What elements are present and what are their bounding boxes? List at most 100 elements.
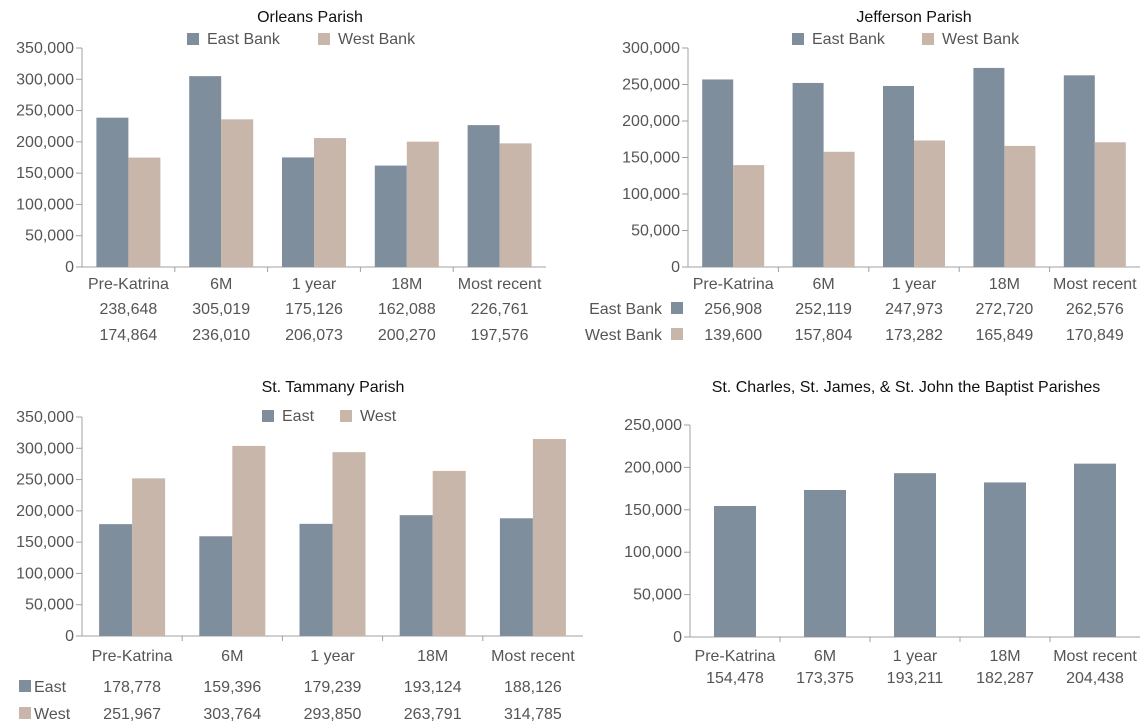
- bar-series-1: [99, 524, 133, 636]
- y-tick-label: 0: [65, 628, 74, 645]
- table-cell: 165,849: [975, 327, 1033, 344]
- table-cell: 175,126: [285, 301, 343, 318]
- table-legend-swatch: [671, 302, 683, 314]
- y-tick-label: 300,000: [16, 440, 74, 457]
- table-cell: 251,967: [103, 706, 161, 723]
- legend-label: West: [360, 408, 397, 425]
- table-row-label: West Bank: [585, 327, 663, 344]
- y-tick-label: 50,000: [633, 587, 682, 604]
- table-cell: 206,073: [285, 327, 343, 344]
- y-tick-label: 300,000: [16, 71, 74, 88]
- bar-series-1: [973, 67, 1005, 267]
- bar-series-2: [314, 138, 346, 267]
- legend-label: West Bank: [338, 31, 416, 48]
- bar-series-1: [282, 157, 314, 267]
- chart-3: St. Tammany Parish East West 0 50,000 100,000…: [16, 379, 583, 723]
- x-tick-label: 6M: [814, 648, 836, 665]
- table-cell: 173,375: [796, 670, 854, 687]
- x-tick-label: 1 year: [310, 648, 355, 665]
- bar-series-2: [499, 143, 532, 267]
- y-tick-label: 350,000: [16, 409, 74, 426]
- y-tick-label: 0: [671, 259, 680, 276]
- chart-1: Orleans Parish East Bank West Bank 0 50,000 1…: [16, 9, 546, 344]
- bar-series-1: [374, 165, 407, 267]
- x-tick-label: Most recent: [491, 648, 575, 665]
- bar-series-2: [232, 445, 266, 636]
- table-cell: 182,287: [976, 670, 1034, 687]
- bar-series-1: [499, 518, 533, 636]
- y-tick-label: 350,000: [16, 40, 74, 57]
- chart-2: Jefferson Parish East Bank West Bank 0 50,00…: [585, 9, 1140, 344]
- x-tick-label: 18M: [417, 648, 448, 665]
- y-tick-label: 150,000: [622, 150, 680, 167]
- bar-series-1: [883, 85, 914, 268]
- x-tick-label: 18M: [989, 276, 1020, 293]
- bar-value: [714, 506, 756, 637]
- y-tick-label: 200,000: [624, 459, 682, 476]
- bar-series-1: [792, 82, 824, 268]
- table-cell: 193,124: [404, 679, 462, 696]
- table-cell: 236,010: [192, 327, 250, 344]
- bar-series-1: [299, 523, 333, 636]
- table-cell: 303,764: [203, 706, 261, 723]
- bar-series-2: [914, 140, 945, 267]
- table-cell: 188,126: [504, 679, 562, 696]
- bar-series-2: [221, 119, 254, 268]
- bar-series-1: [199, 536, 233, 636]
- table-cell: 139,600: [704, 327, 762, 344]
- bar-series-2: [332, 452, 366, 636]
- chart-4: St. Charles, St. James, & St. John the B…: [624, 379, 1140, 687]
- x-tick-label: Most recent: [458, 276, 542, 293]
- x-tick-label: Pre-Katrina: [693, 276, 774, 293]
- bar-series-1: [96, 117, 129, 268]
- bar-series-2: [132, 478, 166, 636]
- table-legend-swatch: [671, 328, 683, 340]
- x-tick-label: 1 year: [292, 276, 337, 293]
- legend-label: East Bank: [207, 31, 281, 48]
- x-tick-label: 6M: [812, 276, 834, 293]
- bar-series-2: [432, 470, 466, 636]
- bar-value: [894, 473, 936, 637]
- y-tick-label: 250,000: [622, 77, 680, 94]
- bar-series-2: [128, 157, 161, 267]
- table-cell: 174,864: [99, 327, 157, 344]
- table-cell: 305,019: [192, 301, 250, 318]
- bar-series-2: [532, 439, 566, 636]
- y-tick-label: 100,000: [16, 565, 74, 582]
- y-tick-label: 150,000: [16, 534, 74, 551]
- x-tick-label: 1 year: [892, 276, 937, 293]
- y-tick-label: 200,000: [16, 503, 74, 520]
- y-tick-label: 200,000: [622, 113, 680, 130]
- y-tick-label: 250,000: [16, 103, 74, 120]
- y-tick-label: 150,000: [16, 165, 74, 182]
- table-row-label: East: [34, 679, 67, 696]
- y-tick-label: 0: [673, 629, 682, 646]
- bar-series-2: [406, 141, 439, 267]
- bar-series-2: [823, 151, 855, 267]
- bar-value: [804, 489, 846, 637]
- chart-title: Orleans Parish: [257, 9, 363, 26]
- table-cell: 293,850: [304, 706, 362, 723]
- bar-series-1: [702, 79, 734, 268]
- chart-title: Jefferson Parish: [856, 9, 971, 26]
- y-tick-label: 50,000: [25, 228, 74, 245]
- y-tick-label: 150,000: [624, 502, 682, 519]
- table-cell: 159,396: [203, 679, 261, 696]
- bar-series-1: [399, 515, 433, 636]
- bar-series-1: [467, 125, 500, 268]
- x-tick-label: 18M: [989, 648, 1020, 665]
- x-tick-label: 1 year: [893, 648, 938, 665]
- table-row-label: East Bank: [589, 301, 663, 318]
- legend-swatch: [340, 410, 352, 422]
- y-tick-label: 100,000: [16, 196, 74, 213]
- table-cell: 247,973: [885, 301, 943, 318]
- x-tick-label: Pre-Katrina: [695, 648, 776, 665]
- bar-series-1: [1063, 75, 1095, 267]
- y-tick-label: 250,000: [624, 417, 682, 434]
- y-tick-label: 50,000: [631, 223, 680, 240]
- table-cell: 252,119: [795, 301, 852, 318]
- legend-swatch: [792, 33, 804, 45]
- chart-title: St. Charles, St. James, & St. John the B…: [712, 379, 1101, 396]
- table-cell: 162,088: [378, 301, 436, 318]
